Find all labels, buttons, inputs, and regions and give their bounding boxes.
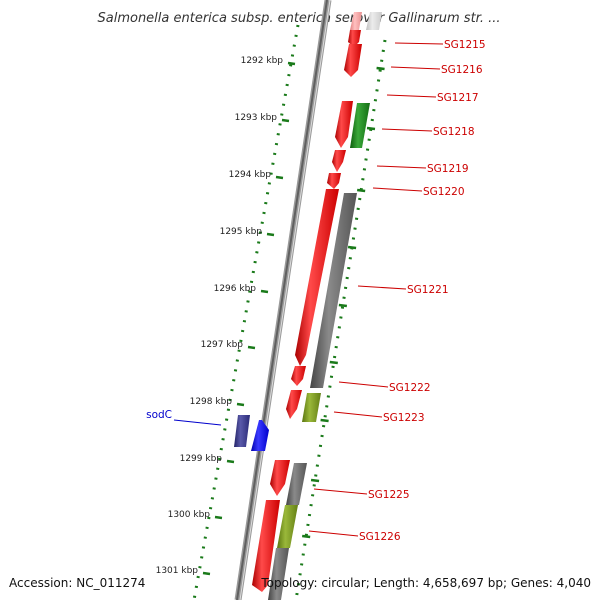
gene-feature-SG1223-rev <box>302 393 321 422</box>
outer-tick-mark <box>310 478 320 483</box>
backbone <box>234 0 332 600</box>
gene-feature-SG1223 <box>286 390 302 419</box>
gene-feature-SG1215 <box>348 30 361 47</box>
gene-feature-SG1225-rev <box>286 463 307 505</box>
gene-label-SG1221: SG1221 <box>407 284 449 296</box>
kbp-tick-mark <box>202 571 211 576</box>
kbp-tick-label: 1297 kbp <box>201 340 244 350</box>
gene-label-SG1226: SG1226 <box>359 531 401 543</box>
forward-strand-features <box>252 30 362 592</box>
label-leader-line <box>394 42 444 45</box>
gene-feature-SG1221 <box>295 189 339 366</box>
kbp-tick-label: 1301 kbp <box>156 566 199 576</box>
gene-feature-SG1220 <box>327 173 341 189</box>
gene-label-SG1225: SG1225 <box>368 489 410 501</box>
gene-label-SG1218: SG1218 <box>433 126 475 138</box>
kbp-tick-mark <box>287 61 296 66</box>
label-leader-line <box>308 530 359 537</box>
map-title: Salmonella enterica subsp. enterica sero… <box>98 11 501 26</box>
kbp-tick-mark <box>281 118 290 123</box>
kbp-tick-label: 1299 kbp <box>180 454 223 464</box>
gene-label-SG1216: SG1216 <box>441 64 483 76</box>
label-leader-line <box>173 419 222 426</box>
gene-label-SG1217: SG1217 <box>437 92 479 104</box>
gene-feature-sodC <box>251 420 269 451</box>
gene-feature-SG1216 <box>344 44 362 77</box>
kbp-tick-mark <box>266 232 275 237</box>
label-leader-line <box>386 94 437 98</box>
kbp-tick-label: 1292 kbp <box>241 56 284 66</box>
kbp-tick-label: 1296 kbp <box>214 284 257 294</box>
gene-labels: SG1215 SG1216 SG1217 SG1218 SG1219 SG1220 SG12… <box>146 39 485 543</box>
gene-feature-light-grey <box>366 12 382 30</box>
reverse-strand-features <box>268 12 382 600</box>
outer-tick-mark <box>302 534 311 539</box>
gene-feature-SG1226 <box>252 500 280 592</box>
outer-tick-mark <box>357 188 366 193</box>
kbp-tick-mark <box>214 515 223 520</box>
label-leader-line <box>313 488 368 495</box>
kbp-tick-mark <box>275 175 284 180</box>
outer-tick-mark <box>338 303 348 308</box>
kbp-ticks: 1292 kbp 1293 kbp 1294 kbp 1295 kbp 1296 kbp… <box>156 56 296 576</box>
gene-label-SG1219: SG1219 <box>427 163 469 175</box>
gene-feature-grey-bottom <box>268 548 289 600</box>
label-leader-line <box>372 187 423 192</box>
label-leader-line <box>390 66 441 70</box>
gene-feature-SG1225 <box>270 460 290 496</box>
gene-label-SG1220: SG1220 <box>423 186 465 198</box>
gene-label-SG1215: SG1215 <box>444 39 486 51</box>
gene-feature-SG1226-rev <box>277 505 298 548</box>
kbp-tick-label: 1295 kbp <box>220 227 263 237</box>
gene-label-SG1223: SG1223 <box>383 412 425 424</box>
kbp-tick-label: 1294 kbp <box>229 170 272 180</box>
gene-feature-SG1218 <box>350 103 370 148</box>
gene-feature-navy <box>234 415 250 447</box>
gene-label-sodC: sodC <box>146 409 172 421</box>
label-leader-line <box>333 411 383 418</box>
label-leader-line <box>357 285 407 290</box>
genome-summary: Topology: circular; Length: 4,658,697 bp… <box>260 576 591 590</box>
kbp-tick-mark <box>236 402 245 407</box>
gene-feature-SG1217 <box>335 101 353 148</box>
outer-tick-mark <box>320 418 329 423</box>
outer-tick-mark <box>376 66 385 71</box>
outer-ticks <box>302 66 385 539</box>
kbp-tick-mark <box>247 345 256 350</box>
kbp-tick-label: 1300 kbp <box>168 510 211 520</box>
outer-tick-mark <box>347 245 357 250</box>
gene-feature-SG1219 <box>332 150 346 172</box>
gene-feature-pink <box>350 12 362 30</box>
outer-tick-mark <box>366 126 376 131</box>
kbp-tick-label: 1298 kbp <box>190 397 233 407</box>
gene-feature-SG1221-rev <box>310 193 357 388</box>
kbp-tick-mark <box>260 289 269 294</box>
label-leader-line <box>376 165 427 169</box>
label-leader-line <box>338 381 389 388</box>
accession-label: Accession: NC_011274 <box>9 576 145 590</box>
gene-label-SG1222: SG1222 <box>389 382 431 394</box>
outer-tick-mark <box>329 360 338 365</box>
gene-feature-SG1222 <box>291 366 306 386</box>
sodC-features <box>234 415 269 451</box>
label-leader-line <box>381 128 433 132</box>
kbp-tick-mark <box>226 459 235 464</box>
kbp-tick-label: 1293 kbp <box>235 113 278 123</box>
